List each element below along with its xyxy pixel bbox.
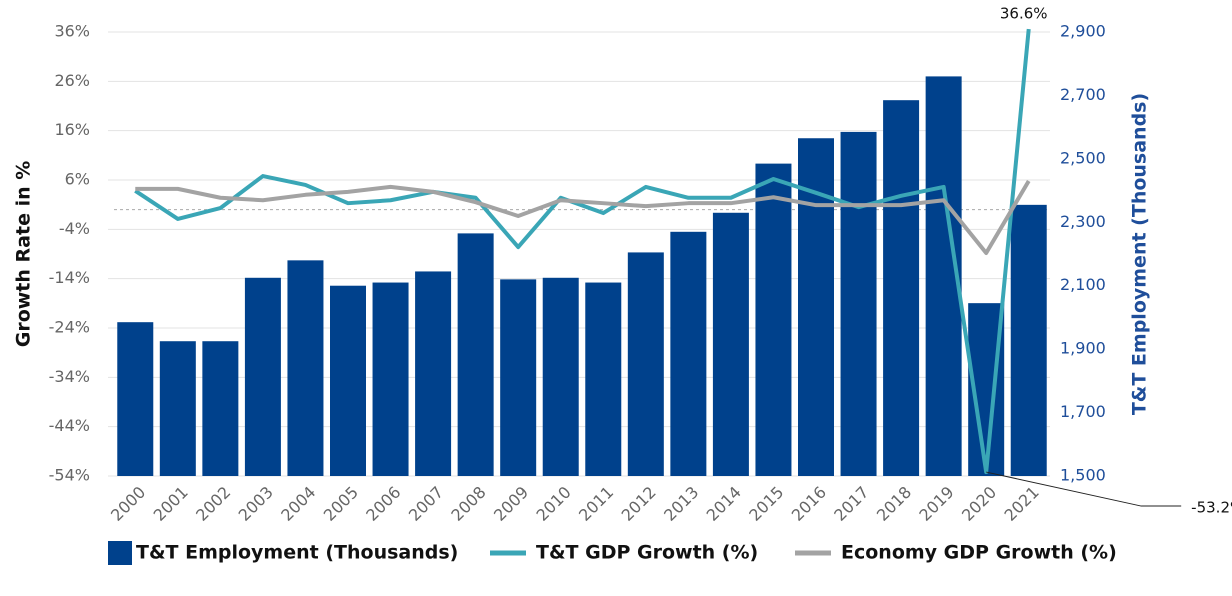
line: [134, 28, 1031, 475]
y2-tick-label: 2,900: [1060, 22, 1106, 41]
bar: [542, 277, 579, 476]
x-tick-label: 2015: [745, 483, 787, 525]
x-tick-label: 2006: [362, 483, 404, 525]
bar: [500, 279, 537, 476]
x-tick-label: 2002: [192, 483, 234, 525]
annotation-arrow: [986, 471, 1182, 507]
bar: [883, 100, 920, 476]
y-tick-label: -4%: [59, 219, 90, 238]
y2-tick-label: 2,100: [1060, 275, 1106, 294]
x-tick-label: 2001: [150, 483, 192, 525]
bar: [415, 271, 452, 476]
x-tick-label: 2016: [788, 483, 830, 525]
y-tick-label: -14%: [49, 268, 90, 287]
bar: [244, 277, 281, 476]
y-tick-label: 36%: [54, 22, 90, 41]
data-label: -53.2%: [1191, 499, 1232, 517]
bar: [585, 282, 622, 476]
bar: [670, 231, 707, 476]
y-tick-label: -34%: [49, 367, 90, 386]
x-tick-label: 2018: [873, 483, 915, 525]
x-tick-label: 2011: [575, 483, 617, 525]
x-tick-label: 2005: [320, 483, 362, 525]
x-tick-label: 2009: [490, 483, 532, 525]
x-tick-label: 2013: [660, 483, 702, 525]
legend-swatch: [108, 541, 132, 565]
bar: [712, 212, 749, 476]
y-tick-label: -54%: [49, 466, 90, 485]
y2-tick-label: 2,300: [1060, 212, 1106, 231]
y2-axis-label: T&T Employment (Thousands): [1129, 93, 1151, 415]
bar: [202, 341, 239, 476]
x-tick-label: 2012: [618, 483, 660, 525]
y-tick-label: 16%: [54, 120, 90, 139]
bar: [372, 282, 409, 476]
y2-tick-label: 1,900: [1060, 339, 1106, 358]
data-label: 36.6%: [1000, 5, 1048, 23]
y2-tick-label: 1,700: [1060, 402, 1106, 421]
bar: [627, 252, 664, 476]
y-tick-label: -24%: [49, 318, 90, 337]
x-tick-label: 2003: [235, 483, 277, 525]
y-tick-label: -44%: [49, 416, 90, 435]
x-tick-label: 2020: [958, 483, 1000, 525]
x-tick-label: 2004: [277, 483, 319, 525]
bar: [840, 131, 877, 476]
bar: [117, 322, 154, 476]
legend-label: T&T Employment (Thousands): [136, 542, 458, 564]
legend-label: T&T GDP Growth (%): [536, 542, 758, 564]
x-tick-label: 2021: [1001, 483, 1043, 525]
x-tick-label: 2019: [915, 483, 957, 525]
x-tick-label: 2017: [830, 483, 872, 525]
x-tick-label: 2010: [533, 483, 575, 525]
bar: [755, 163, 792, 476]
bar: [1010, 204, 1047, 477]
line: [135, 179, 1031, 256]
x-tick-label: 2008: [447, 483, 489, 525]
y-tick-label: 26%: [54, 71, 90, 90]
legend-label: Economy GDP Growth (%): [841, 542, 1117, 564]
y-tick-label: 6%: [65, 170, 90, 189]
bar: [457, 233, 494, 476]
y2-tick-label: 1,500: [1060, 466, 1106, 485]
x-tick-label: 2007: [405, 483, 447, 525]
bar: [287, 260, 324, 476]
bar: [330, 285, 366, 476]
bar: [159, 341, 196, 476]
x-tick-label: 2014: [703, 483, 745, 525]
y2-tick-label: 2,700: [1060, 85, 1106, 104]
x-tick-label: 2000: [107, 483, 149, 525]
y-axis-label: Growth Rate in %: [13, 161, 35, 348]
y2-tick-label: 2,500: [1060, 148, 1106, 167]
